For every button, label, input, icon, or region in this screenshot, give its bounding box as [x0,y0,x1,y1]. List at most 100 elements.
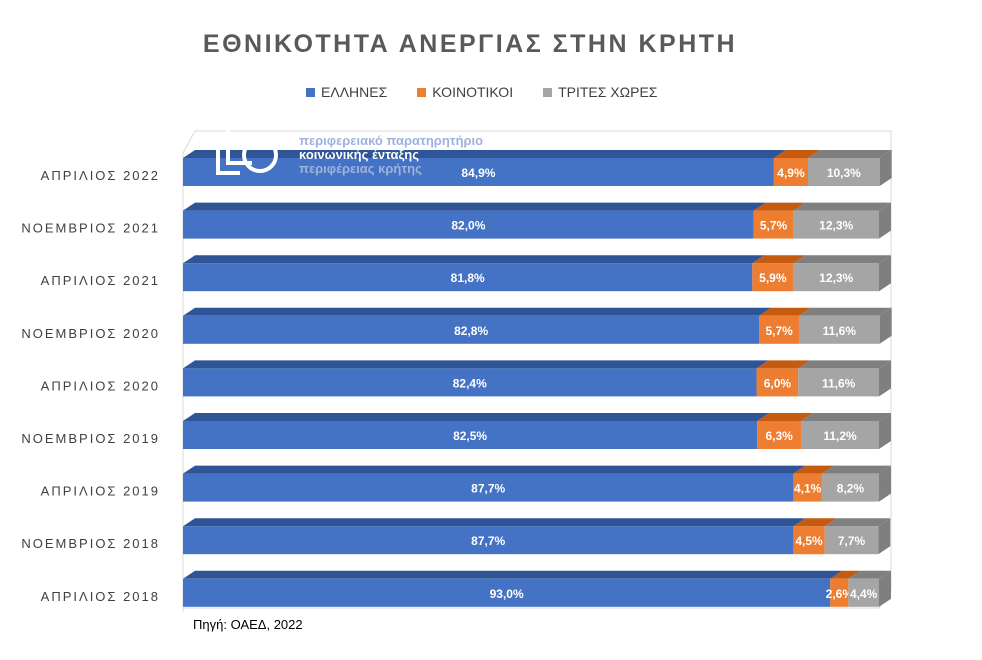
value-label-trites: 12,3% [819,219,853,233]
value-label-ellines: 84,9% [461,166,495,180]
bar-segment-ellines [183,158,774,186]
legend-label-ellines: ΕΛΛΗΝΕΣ [321,84,388,100]
value-label-trites: 12,3% [819,271,853,285]
bar-segment-trites [824,526,879,555]
bar-side [879,360,891,397]
bar-top-trites [793,202,891,211]
value-label-koinotikoi: 2,6% [826,587,854,601]
value-label-koinotikoi: 4,5% [795,534,823,548]
bar-top-koinotikoi [793,465,834,474]
value-label-trites: 11,6% [823,324,857,338]
bar-segment-ellines [183,473,794,502]
value-label-koinotikoi: 6,3% [765,429,793,443]
bar-row: ΝΟΕΜΒΡΙΟΣ 2018 87,7% 4,5% 7,7% [21,518,891,555]
bar-segment-trites [798,315,880,344]
value-label-trites: 7,7% [838,534,866,548]
category-label: ΝΟΕΜΒΡΙΟΣ 2018 [21,536,160,551]
bar-row: ΑΠΡΙΛΙΟΣ 2022 84,9% 4,9% 10,3% [41,150,892,186]
category-label: ΑΠΡΙΛΙΟΣ 2018 [41,589,160,604]
bar-segment-ellines [183,210,754,239]
value-label-trites: 8,2% [837,482,865,496]
bar-segment-ellines [183,315,760,344]
bar-side [879,307,892,344]
bar-top-koinotikoi [757,413,814,421]
logo-text-line1: περιφερειακό παρατηρητήριο [299,133,483,148]
bar-segment-koinotikoi [757,421,802,449]
legend-swatch-ellines [306,87,315,97]
bar-segment-koinotikoi [756,368,799,397]
category-label: ΑΠΡΙΛΙΟΣ 2019 [41,484,160,499]
logo-text-line3: περιφέρειας κρήτης [299,161,422,176]
value-label-koinotikoi: 5,9% [759,271,787,285]
category-label: ΝΟΕΜΒΡΙΟΣ 2021 [21,221,160,236]
bar-segment-koinotikoi [759,315,799,344]
legend-item-trites: ΤΡΙΤΕΣ ΧΩΡΕΣ [543,84,657,100]
bar-row: ΝΟΕΜΒΡΙΟΣ 2020 82,8% 5,7% 11,6% [21,307,892,344]
value-label-ellines: 87,7% [471,482,505,496]
bar-segment-koinotikoi [773,158,809,186]
chart-legend: ΕΛΛΗΝΕΣ ΚΟΙΝΟΤΙΚΟΙ ΤΡΙΤΕΣ ΧΩΡΕΣ [306,84,657,100]
bar-segment-ellines [183,263,753,292]
source-note: Πηγή: ΟΑΕΔ, 2022 [193,617,303,632]
bar-top-trites [798,360,891,369]
logo: περιφερειακό παρατηρητήριο κοινωνικής έν… [216,130,483,176]
value-label-koinotikoi: 5,7% [760,219,788,233]
bar-top-ellines [183,307,772,316]
bar-row: ΑΠΡΙΛΙΟΣ 2018 93,0% 2,6%4,4% [41,570,891,607]
legend-swatch-trites [543,87,553,97]
category-label: ΑΠΡΙΛΙΟΣ 2022 [41,168,160,183]
value-label-koinotikoi: 4,9% [777,166,805,180]
bar-row: ΑΠΡΙΛΙΟΣ 2021 81,8% 5,9% 12,3% [41,255,891,292]
bar-top-koinotikoi [773,150,821,158]
bar-segment-koinotikoi [793,473,822,502]
bar-row: ΝΟΕΜΒΡΙΟΣ 2021 82,0% 5,7% 12,3% [21,202,891,239]
bar-segment-koinotikoi [830,578,849,607]
bar-top-trites [808,150,892,158]
value-label-koinotikoi: 5,7% [765,324,793,338]
bar-top-ellines [183,202,766,211]
bar-top-koinotikoi [753,202,806,211]
value-label-koinotikoi: 6,0% [764,376,792,390]
bar-row: ΝΟΕΜΒΡΙΟΣ 2019 82,5% 6,3% 11,2% [21,413,891,449]
bar-top-trites [793,255,891,264]
bar-segment-ellines [183,578,831,607]
bar-side [879,150,892,186]
bar-side [879,202,891,239]
bar-row: ΑΠΡΙΛΙΟΣ 2019 87,7% 4,1% 8,2% [41,465,891,502]
bar-segment-trites [798,368,879,397]
bars-group: ΑΠΡΙΛΙΟΣ 2022 84,9% 4,9% 10,3% ΝΟΕΜΒΡΙΟΣ 202… [21,150,892,607]
legend-swatch-koinotikoi [417,87,427,97]
legend-item-ellines: ΕΛΛΗΝΕΣ [306,84,387,100]
bar-segment-trites [808,158,880,186]
category-label: ΑΠΡΙΛΙΟΣ 2020 [41,378,160,393]
bar-top-koinotikoi [752,255,806,264]
value-label-trites: 4,4% [850,587,878,601]
logo-text-line2: κοινωνικής ένταξης [299,147,419,162]
bar-top-koinotikoi [793,518,837,527]
bar-top-ellines [183,465,806,474]
bar-top-trites [801,413,891,421]
bar-top-ellines [183,518,806,527]
bar-top-trites [848,570,891,579]
legend-item-koinotikoi: ΚΟΙΝΟΤΙΚΟΙ [417,84,513,100]
bar-segment-ellines [183,421,758,449]
value-label-koinotikoi: 4,1% [794,482,822,496]
bar-top-trites [821,465,891,474]
bar-segment-koinotikoi [753,210,794,239]
bar-segment-trites [848,578,879,607]
bar-top-ellines [183,255,765,264]
bar-row: ΑΠΡΙΛΙΟΣ 2020 82,4% 6,0% 11,6% [41,360,891,397]
value-label-ellines: 82,8% [454,324,488,338]
value-label-ellines: 93,0% [490,587,524,601]
category-label: ΑΠΡΙΛΙΟΣ 2021 [41,273,160,288]
bar-segment-ellines [183,368,757,397]
value-label-trites: 11,6% [822,376,856,390]
value-label-ellines: 82,0% [451,219,485,233]
bar-top-koinotikoi [759,307,811,316]
bar-segment-trites [821,473,879,502]
bar-top-ellines [183,150,786,158]
legend-label-koinotikoi: ΚΟΙΝΟΤΙΚΟΙ [432,84,514,100]
bar-top-koinotikoi [830,570,861,579]
bar-top-trites [824,518,891,527]
